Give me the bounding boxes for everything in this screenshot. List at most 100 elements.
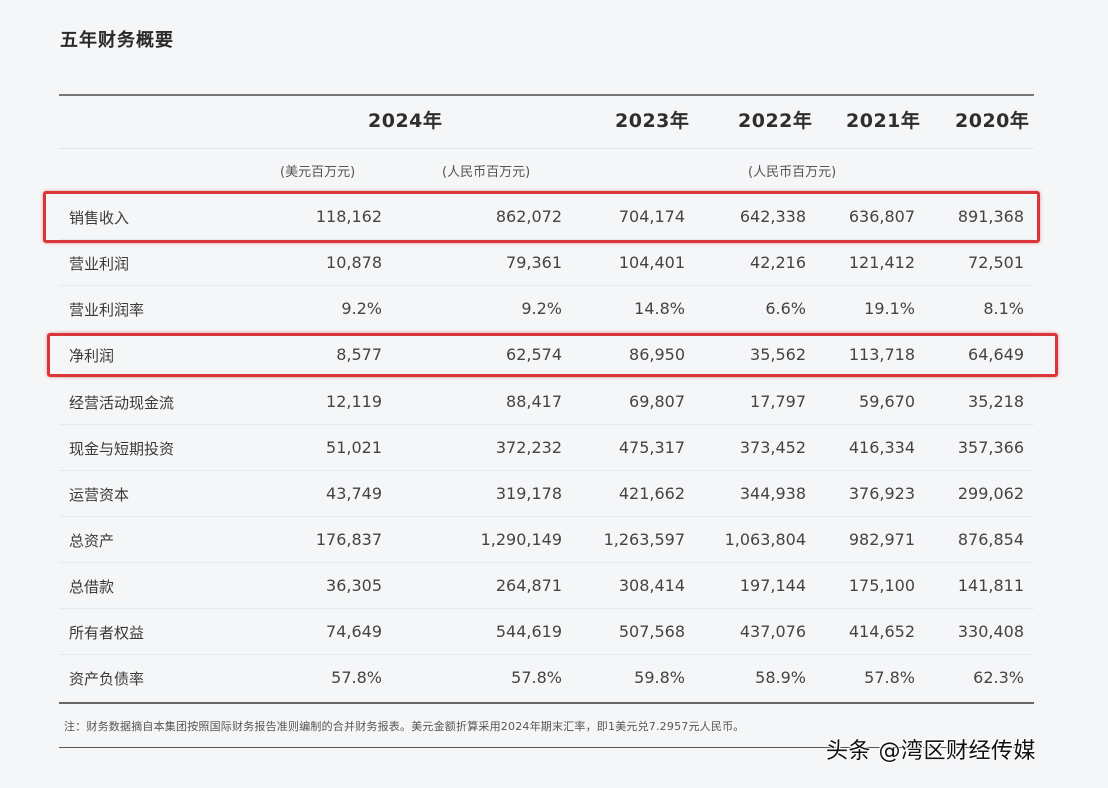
- row-value: 299,062: [957, 484, 1024, 503]
- unit-rmb-prior-years: (人民币百万元): [748, 165, 837, 180]
- table-row: 经营活动现金流 12,119 88,417 69,807 17,797 59,670 35,…: [59, 379, 1034, 425]
- table-row: 总借款 36,305 264,871 308,414 197,144 175,100 141…: [59, 563, 1034, 609]
- row-label: 营业利润率: [69, 301, 145, 319]
- row-separator: [59, 331, 1034, 332]
- row-value: 982,971: [848, 530, 915, 549]
- row-value: 704,174: [618, 207, 685, 226]
- row-label: 总借款: [69, 578, 115, 596]
- row-value: 373,452: [739, 438, 806, 457]
- row-value: 10,878: [326, 253, 382, 272]
- unit-rmb-2024: (人民币百万元): [442, 165, 531, 180]
- row-value: 62,574: [506, 345, 562, 364]
- highlight-box-net-profit: [47, 333, 1058, 377]
- row-value: 51,021: [326, 438, 382, 457]
- row-value: 176,837: [315, 530, 382, 549]
- row-separator: [59, 424, 1034, 425]
- table-row: 现金与短期投资 51,021 372,232 475,317 373,452 416,33…: [59, 425, 1034, 471]
- row-value: 42,216: [750, 253, 806, 272]
- year-header-2024: 2024年: [368, 110, 443, 132]
- footer-rule: [59, 747, 1034, 748]
- row-value: 6.6%: [765, 299, 806, 318]
- year-header-2023: 2023年: [615, 110, 690, 132]
- row-label: 总资产: [69, 532, 115, 550]
- row-value: 372,232: [495, 438, 562, 457]
- row-value: 35,218: [968, 392, 1024, 411]
- row-label: 营业利润: [69, 255, 130, 273]
- row-value: 57.8%: [331, 668, 382, 687]
- row-value: 57.8%: [864, 668, 915, 687]
- row-value: 636,807: [848, 207, 915, 226]
- highlight-box-revenue: [43, 191, 1040, 243]
- row-value: 376,923: [848, 484, 915, 503]
- row-value: 113,718: [848, 345, 915, 364]
- row-label: 资产负债率: [69, 670, 145, 688]
- year-header-2022: 2022年: [738, 110, 813, 132]
- row-value: 437,076: [739, 622, 806, 641]
- row-value: 14.8%: [634, 299, 685, 318]
- row-value: 891,368: [957, 207, 1024, 226]
- row-value: 1,263,597: [603, 530, 685, 549]
- row-separator: [59, 239, 1034, 240]
- row-value: 308,414: [618, 576, 685, 595]
- row-value: 104,401: [618, 253, 685, 272]
- row-value: 74,649: [326, 622, 382, 641]
- year-header-2020: 2020年: [955, 110, 1030, 132]
- table-top-rule: [59, 94, 1034, 96]
- row-value: 72,501: [968, 253, 1024, 272]
- table-row: 销售收入 118,162 862,072 704,174 642,338 636,807 8…: [59, 194, 1034, 240]
- row-value: 58.9%: [755, 668, 806, 687]
- row-value: 9.2%: [341, 299, 382, 318]
- row-value: 264,871: [495, 576, 562, 595]
- row-value: 57.8%: [511, 668, 562, 687]
- row-label: 经营活动现金流: [69, 394, 175, 412]
- row-value: 17,797: [750, 392, 806, 411]
- row-separator: [59, 562, 1034, 563]
- row-value: 862,072: [495, 207, 562, 226]
- row-value: 344,938: [739, 484, 806, 503]
- row-value: 642,338: [739, 207, 806, 226]
- table-row: 总资产 176,837 1,290,149 1,263,597 1,063,804 982…: [59, 517, 1034, 563]
- row-label: 净利润: [69, 347, 115, 365]
- row-label: 销售收入: [69, 209, 130, 227]
- row-value: 121,412: [848, 253, 915, 272]
- row-value: 8.1%: [983, 299, 1024, 318]
- row-value: 475,317: [618, 438, 685, 457]
- row-value: 1,290,149: [480, 530, 562, 549]
- table-bottom-rule: [59, 702, 1034, 704]
- row-value: 59,670: [859, 392, 915, 411]
- row-value: 319,178: [495, 484, 562, 503]
- row-value: 175,100: [848, 576, 915, 595]
- row-value: 507,568: [618, 622, 685, 641]
- table-row: 资产负债率 57.8% 57.8% 59.8% 58.9% 57.8% 62.3%: [59, 655, 1034, 701]
- row-value: 197,144: [739, 576, 806, 595]
- row-value: 141,811: [957, 576, 1024, 595]
- table-row: 运营资本 43,749 319,178 421,662 344,938 376,923 29…: [59, 471, 1034, 517]
- row-value: 544,619: [495, 622, 562, 641]
- row-value: 69,807: [629, 392, 685, 411]
- table-row: 所有者权益 74,649 544,619 507,568 437,076 414,652 3…: [59, 609, 1034, 655]
- watermark: 头条 @湾区财经传媒: [826, 739, 1036, 764]
- row-value: 79,361: [506, 253, 562, 272]
- row-separator: [59, 377, 1034, 378]
- row-label: 所有者权益: [69, 624, 145, 642]
- row-value: 64,649: [968, 345, 1024, 364]
- row-label: 现金与短期投资: [69, 440, 175, 458]
- row-separator: [59, 516, 1034, 517]
- row-value: 8,577: [336, 345, 382, 364]
- table-row: 净利润 8,577 62,574 86,950 35,562 113,718 64,649: [59, 332, 1034, 378]
- row-value: 416,334: [848, 438, 915, 457]
- row-value: 118,162: [315, 207, 382, 226]
- table-row: 营业利润 10,878 79,361 104,401 42,216 121,412 72,5…: [59, 240, 1034, 286]
- row-label: 运营资本: [69, 486, 130, 504]
- row-value: 12,119: [326, 392, 382, 411]
- row-value: 59.8%: [634, 668, 685, 687]
- row-separator: [59, 608, 1034, 609]
- row-value: 35,562: [750, 345, 806, 364]
- footnote: 注：财务数据摘自本集团按照国际财务报告准则编制的合并财务报表。美元金额折算采用2…: [64, 720, 745, 733]
- row-value: 88,417: [506, 392, 562, 411]
- row-value: 1,063,804: [724, 530, 806, 549]
- row-separator: [59, 285, 1034, 286]
- row-value: 62.3%: [973, 668, 1024, 687]
- row-value: 43,749: [326, 484, 382, 503]
- row-separator: [59, 654, 1034, 655]
